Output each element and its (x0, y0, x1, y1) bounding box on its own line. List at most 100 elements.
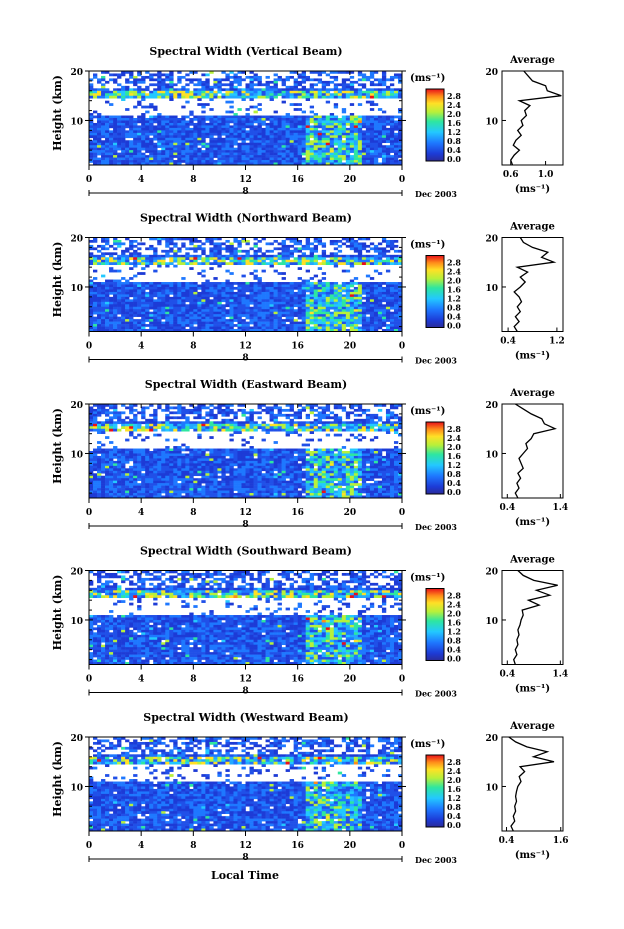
heatmap-cell (325, 413, 331, 417)
heatmap-cell (189, 242, 194, 246)
heatmap-cell (293, 301, 298, 305)
heatmap-cell (181, 120, 186, 124)
heatmap-cell (365, 249, 371, 253)
heatmap-cell (273, 319, 278, 322)
heatmap-cell (325, 130, 331, 134)
heatmap-cell (121, 329, 126, 332)
heatmap-cell (361, 296, 367, 300)
heatmap-cell (177, 321, 182, 325)
heatmap-cell (261, 404, 266, 407)
heatmap-cell (329, 130, 335, 134)
heatmap-cell (377, 299, 383, 303)
heatmap-cell (185, 423, 190, 427)
heatmap-cell (373, 319, 379, 322)
heatmap-cell (397, 289, 403, 293)
heatmap-cell (105, 71, 110, 74)
heatmap-cell (397, 304, 403, 308)
heatmap-cell (293, 88, 298, 92)
heatmap-cell (261, 319, 266, 322)
heatmap-cell (93, 296, 98, 300)
heatmap-cell (141, 408, 146, 412)
heatmap-cell (293, 83, 298, 87)
heatmap-cell (353, 289, 359, 293)
heatmap-cell (133, 274, 138, 278)
heatmap-cell (257, 93, 262, 97)
heatmap-cell (385, 408, 391, 412)
heatmap-cell (377, 130, 383, 134)
heatmap-cell (169, 147, 174, 151)
heatmap-cell (393, 291, 399, 295)
heatmap-cell (269, 93, 274, 97)
heatmap-cell (169, 135, 174, 139)
heatmap-cell (289, 406, 294, 410)
heatmap-cell (385, 122, 391, 126)
heatmap-cell (249, 294, 254, 298)
heatmap-cell (237, 83, 242, 87)
heatmap-cell (297, 262, 302, 266)
heatmap-cell (377, 326, 383, 330)
heatmap-cell (201, 309, 206, 313)
heatmap-cell (101, 284, 106, 288)
heatmap-cell (229, 254, 234, 258)
heatmap-cell (121, 132, 126, 136)
heatmap-cell (89, 319, 94, 322)
heatmap-cell (373, 423, 379, 427)
heatmap-cell (137, 314, 142, 317)
heatmap-cell (225, 299, 230, 303)
heatmap-cell (225, 296, 230, 300)
heatmap-cell (145, 110, 150, 114)
heatmap-cell (125, 78, 130, 82)
heatmap-cell (129, 301, 134, 305)
heatmap-cell (305, 242, 310, 246)
heatmap-cell (209, 93, 214, 97)
heatmap-cell (161, 157, 166, 161)
heatmap-cell (153, 282, 158, 285)
heatmap-cell (253, 244, 258, 248)
heatmap-cell (149, 299, 154, 303)
heatmap-cell (261, 127, 266, 131)
heatmap-cell (229, 155, 234, 158)
heatmap-cell (169, 137, 174, 141)
heatmap-cell (321, 326, 327, 330)
heatmap-cell (129, 239, 134, 243)
heatmap-cell (321, 304, 327, 308)
heatmap-cell (289, 309, 294, 313)
heatmap-cell (129, 294, 134, 298)
heatmap-cell (285, 289, 290, 293)
heatmap-cell (329, 152, 335, 156)
heatmap-cell (265, 321, 270, 325)
heatmap-cell (369, 299, 375, 303)
colorbar-tick-label: 0.8 (447, 303, 461, 313)
heatmap-cell (393, 160, 399, 163)
heatmap-cell (145, 93, 150, 97)
heatmap-cell (181, 93, 186, 97)
heatmap-cell (113, 421, 118, 425)
heatmap-cell (353, 408, 359, 412)
heatmap-cell (221, 88, 226, 92)
heatmap-cell (273, 418, 278, 422)
heatmap-cell (369, 259, 375, 263)
heatmap-cell (313, 135, 319, 139)
heatmap-cell (257, 78, 262, 82)
heatmap-cell (141, 135, 146, 139)
heatmap-cell (245, 147, 250, 151)
heatmap-cell (289, 115, 294, 119)
heatmap-cell (97, 88, 102, 92)
heatmap-cell (281, 147, 286, 151)
heatmap-cell (305, 132, 310, 136)
heatmap-cell (89, 95, 94, 99)
heatmap-cell (293, 314, 298, 317)
heatmap-cell (273, 115, 278, 119)
heatmap-cell (197, 286, 202, 290)
heatmap-cell (113, 132, 118, 136)
heatmap-cell (369, 155, 375, 158)
heatmap-cell (269, 85, 274, 89)
heatmap-cell (89, 145, 94, 148)
heatmap-cell (377, 262, 383, 266)
heatmap-cell (121, 311, 126, 315)
heatmap-cell (253, 125, 258, 129)
heatmap-cell (365, 324, 371, 327)
heatmap-cell (309, 286, 315, 290)
heatmap-cell (385, 118, 391, 121)
heatmap-cell (153, 73, 158, 77)
